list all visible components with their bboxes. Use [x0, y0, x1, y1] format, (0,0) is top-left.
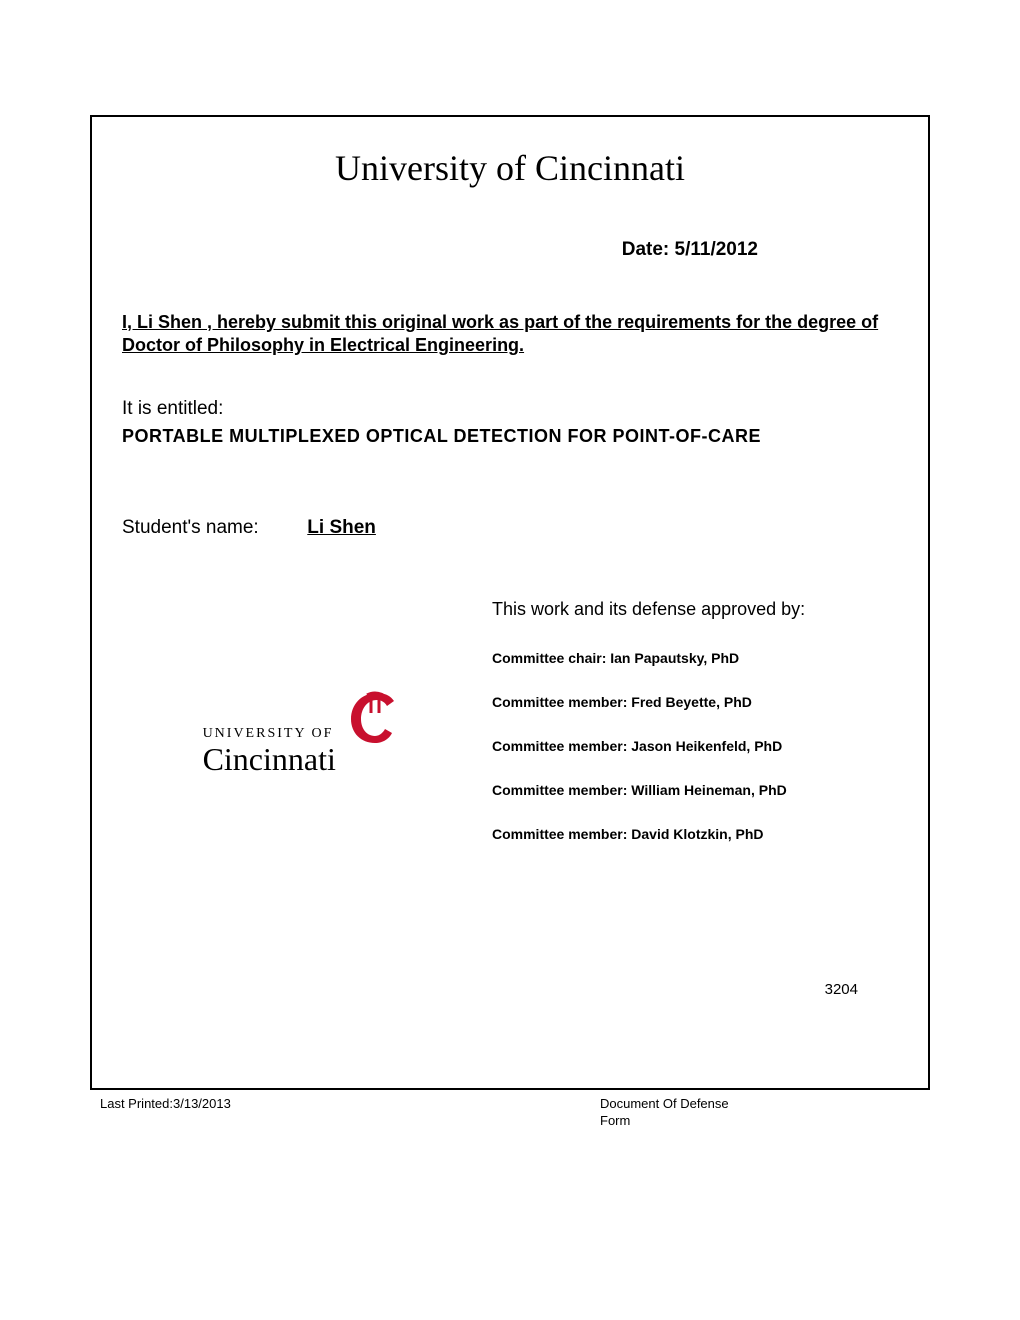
document-type: Document Of Defense Form	[600, 1096, 729, 1130]
committee-role: Committee member:	[492, 782, 627, 798]
committee-member: Committee member: Fred Beyette, PhD	[492, 694, 898, 710]
date-label: Date:	[622, 239, 670, 260]
committee-name: Fred Beyette, PhD	[631, 694, 752, 710]
committee-member: Committee member: Jason Heikenfeld, PhD	[492, 738, 898, 754]
committee-name: William Heineman, PhD	[631, 782, 786, 798]
lower-section: UNIVERSITY OF Cincinnati This work and i…	[122, 599, 898, 870]
committee-chair: Committee chair: Ian Papautsky, PhD	[492, 650, 898, 666]
committee-role: Committee member:	[492, 738, 627, 754]
university-name: University of Cincinnati	[122, 147, 898, 189]
logo-main-text: Cincinnati	[203, 743, 402, 775]
approval-heading: This work and its defense approved by:	[492, 599, 898, 620]
student-name-value: Li Shen	[307, 517, 376, 538]
committee-role: Committee member:	[492, 694, 627, 710]
committee-role: Committee chair:	[492, 650, 606, 666]
entitled-label: It is entitled:	[122, 398, 898, 420]
student-name-label: Student's name:	[122, 517, 302, 539]
committee-member: Committee member: William Heineman, PhD	[492, 782, 898, 798]
university-logo: UNIVERSITY OF Cincinnati	[122, 599, 482, 870]
student-row: Student's name: Li Shen	[122, 517, 898, 539]
last-printed-label: Last Printed:	[100, 1096, 173, 1111]
document-number: 3204	[825, 981, 858, 998]
doc-type-line2: Form	[600, 1113, 729, 1130]
doc-type-line1: Document Of Defense	[600, 1096, 729, 1113]
date-value: 5/11/2012	[675, 239, 758, 260]
date-row: Date: 5/11/2012	[122, 239, 898, 261]
committee-name: Jason Heikenfeld, PhD	[631, 738, 782, 754]
committee-name: David Klotzkin, PhD	[631, 826, 763, 842]
declaration-statement: I, Li Shen , hereby submit this original…	[122, 311, 898, 358]
committee-member: Committee member: David Klotzkin, PhD	[492, 826, 898, 842]
approval-section: This work and its defense approved by: C…	[482, 599, 898, 870]
last-printed: Last Printed:3/13/2013	[100, 1096, 231, 1111]
last-printed-date: 3/13/2013	[173, 1096, 231, 1111]
document-frame: University of Cincinnati Date: 5/11/2012…	[90, 115, 930, 1090]
committee-role: Committee member:	[492, 826, 627, 842]
logo-c-icon	[339, 689, 401, 745]
thesis-title: PORTABLE MULTIPLEXED OPTICAL DETECTION F…	[122, 426, 898, 447]
committee-name: Ian Papautsky, PhD	[610, 650, 739, 666]
